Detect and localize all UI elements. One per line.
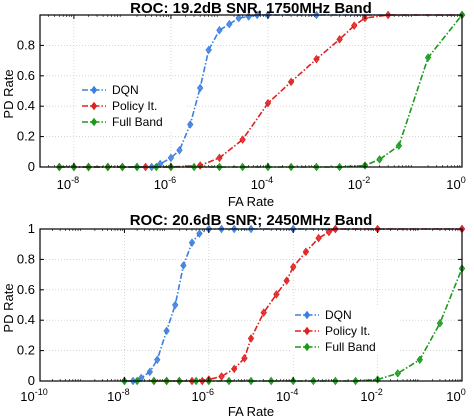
data-point [146,367,154,377]
legend: DQN Policy It. Full Band [291,305,399,355]
data-point [196,83,204,93]
x-tick-label: 10-10 [20,387,47,404]
legend-marker [303,342,311,352]
data-point [196,161,204,170]
data-point [176,146,183,155]
y-tick-label: 0.2 [17,343,35,358]
data-point [395,141,403,150]
x-tick-label: 10-2 [360,387,382,404]
data-point [241,353,248,363]
x-tick-label: 10-8 [107,387,129,404]
data-point [264,98,272,108]
data-point [351,21,358,30]
data-point [216,25,223,35]
axes-box [39,14,463,168]
legend-item: DQN [295,308,352,322]
legend-marker [303,326,311,336]
y-tick-label: 0.8 [17,37,35,52]
data-point [315,233,322,243]
data-point [273,290,280,299]
legend-marker [90,85,98,95]
data-point [218,372,225,381]
data-point [196,229,203,238]
data-point [163,326,170,336]
data-point [416,355,423,364]
legend-marker [90,117,98,127]
legend-item: Policy It. [82,99,157,113]
data-point [235,13,242,23]
x-tick-label: 10-4 [276,387,298,404]
legend-marker [90,101,98,111]
y-axis-label: PD Rate [1,69,16,118]
data-point [226,19,233,29]
data-point [260,308,267,317]
y-tick-label: 0.4 [17,98,35,113]
legend: DQN Policy It. Full Band [78,80,186,130]
chart-1: 10-8 10-6 10-4 10-2 100 0 0.2 0.4 0.6 0.8 ROC: 19.… [1,0,466,209]
data-point [231,364,238,374]
data-point [154,355,161,364]
y-tick-label: 0.6 [17,68,35,83]
axes-box [39,228,463,382]
data-point [376,155,383,164]
legend-label: DQN [325,308,352,322]
legend-label: Policy It. [112,99,157,113]
data-point [172,300,179,310]
x-tick-label: 100 [446,175,465,192]
data-point [180,261,187,270]
x-axis-label: FA Rate [228,404,274,419]
legend-label: DQN [112,83,139,97]
data-point [283,276,290,285]
data-point [313,54,320,64]
y-axis-label: PD Rate [1,283,16,332]
data-point [336,35,343,44]
x-tick-label: 10-4 [251,175,273,192]
data-point [167,153,175,163]
y-tick-label: 0.4 [17,312,35,327]
y-tick-label: 0.6 [17,282,35,297]
legend-marker [303,310,311,320]
y-tick-label: 1 [28,221,35,236]
data-point [436,318,444,328]
legend-label: Full Band [112,115,163,129]
legend-item: Full Band [82,115,163,129]
legend-item: Full Band [295,340,376,354]
data-point [290,262,297,272]
chart-title: ROC: 19.2dB SNR, 1750MHz Band [130,0,372,17]
x-tick-label: 10-8 [57,175,79,192]
data-point [188,238,196,247]
chart-2: 10-10 10-8 10-6 10-4 10-2 100 0 0.2 0.4 0.6 0.8 1 RO… [1,212,466,419]
x-tick-label: 100 [446,387,465,404]
data-point [287,77,295,87]
y-tick-label: 0.8 [17,251,35,266]
x-axis-label: FA Rate [228,194,274,209]
data-point [325,227,333,237]
x-tick-label: 10-6 [154,175,176,192]
data-point [302,247,310,257]
data-point [247,334,255,343]
y-tick-label: 0 [28,159,35,174]
data-point [187,120,194,129]
x-tick-label: 10-6 [192,387,214,404]
data-point [205,45,212,55]
data-point [424,53,432,62]
data-point [216,153,223,163]
data-point [394,369,401,378]
data-point [239,135,246,144]
x-tick-label: 10-2 [348,175,370,192]
legend-label: Full Band [325,340,376,354]
chart-title: ROC: 20.6dB SNR; 2450MHz Band [130,212,373,229]
legend-item: Policy It. [295,324,370,338]
y-tick-label: 0 [28,373,35,388]
y-tick-label: 0.2 [17,129,35,144]
legend-item: DQN [82,83,139,97]
legend-label: Policy It. [325,324,370,338]
